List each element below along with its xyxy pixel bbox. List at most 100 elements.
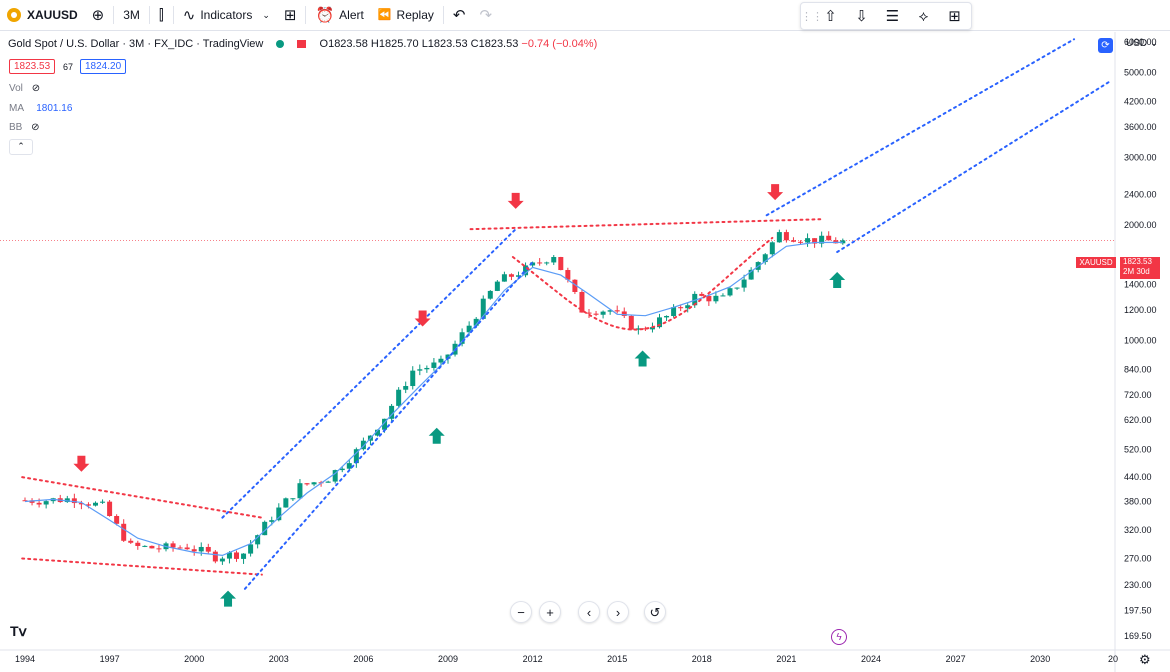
candle-body [783,232,789,241]
volume-indicator-row[interactable]: Vol ⊘ [9,83,40,94]
redo-button[interactable]: ↷ [472,0,499,31]
price-tick-label: 1400.00 [1124,279,1157,289]
alert-button[interactable]: ⏰ Alert [308,0,370,31]
candle-body [480,298,486,319]
projected-channel-lower-line [836,79,1112,254]
candle-body [297,483,303,499]
projected-channel-upper-line [765,38,1076,217]
candle-body [635,328,641,330]
price-tick-label: 169.50 [1124,631,1152,641]
candle-body [248,544,254,554]
flag-icon[interactable] [297,40,307,49]
buy-price-box[interactable]: 1824.20 [80,59,127,74]
price-tick-label: 2400.00 [1124,190,1157,200]
candle-body [671,307,677,316]
divider [442,6,444,24]
candle-body [128,540,134,543]
auto-scale-icon[interactable]: ⟳ [1098,38,1113,53]
candle-body [734,287,740,289]
sell-arrow-icon [414,310,431,327]
buy-arrow-icon [634,350,651,367]
interval-button[interactable]: 3M [116,0,147,31]
candle-body [85,504,91,506]
ma-value: 1801.16 [36,103,73,114]
indicators-label: Indicators [200,8,253,22]
sell-arrow-icon [767,184,784,201]
candle-body [649,327,655,330]
time-tick-label: 2003 [269,654,289,664]
candle-body [664,315,670,318]
ma-label: MA [9,103,24,114]
candle-body [565,270,571,280]
eye-off-icon[interactable]: ⊘ [31,83,41,94]
scroll-right-button[interactable]: › [607,601,629,623]
candle-body [403,386,409,390]
grid-icon: ⊞ [283,6,297,24]
eye-off-icon[interactable]: ⊘ [31,122,40,133]
undo-button[interactable]: ↶ [446,0,473,31]
rounded-bottom-curve [511,236,774,331]
price-tick-label: 3000.00 [1124,152,1157,162]
candle-body [156,548,162,550]
candle-body [614,310,620,312]
candle-body [346,463,352,469]
candle-body [812,238,818,244]
candle-body [551,257,557,263]
candle-body [473,318,479,326]
candle-body [241,553,247,559]
horizontal-resistance-line [469,218,822,231]
chart-type-button[interactable]: ⫿ [152,0,171,31]
last-price: 1823.53 [1123,257,1152,266]
market-status-icon [276,40,285,49]
candle-body [149,545,155,549]
buy-arrow-icon [220,590,237,607]
price-tick-label: 620.00 [1124,415,1152,425]
candle-body [219,558,225,562]
tradingview-logo[interactable]: T𝗏 [10,623,27,639]
candle-body [840,240,846,244]
flash-icon[interactable]: ϟ [831,629,847,645]
indicators-button[interactable]: ∿ Indicators ⌄ [176,0,277,31]
layouts-button[interactable]: ⊞ [277,0,304,31]
candle-body [64,498,70,503]
candle-body [396,389,402,406]
ma-indicator-row[interactable]: MA 1801.16 [9,103,72,114]
scroll-left-button[interactable]: ‹ [578,601,600,623]
indicators-icon: ∿ [182,6,196,24]
candle-body [205,546,211,552]
candle-body [798,241,803,243]
price-tick-label: 6000.00 [1124,37,1157,47]
time-tick-label: 2015 [607,654,627,664]
position-icon[interactable]: ⊞ [948,8,961,25]
reset-chart-button[interactable]: ↺ [644,601,666,623]
undo-icon: ↶ [452,6,466,24]
bb-label: BB [9,122,23,133]
arrow-up-icon[interactable]: ⇧ [824,8,837,25]
lines-icon[interactable]: ☰ [885,8,900,25]
candle-body [501,274,507,282]
currency-selector[interactable]: USD ⌄ [1126,38,1159,49]
sell-price-box[interactable]: 1823.53 [9,59,56,74]
candle-body [332,470,338,482]
collapse-legend-button[interactable]: ⌃ [9,139,33,155]
bb-indicator-row[interactable]: BB ⊘ [9,122,40,133]
candle-body [621,311,627,316]
sell-arrow-icon [73,455,90,472]
candle-body [466,325,472,333]
replay-button[interactable]: ⏪ Replay [371,0,441,31]
price-tick-label: 197.50 [1124,606,1152,616]
zoom-in-button[interactable]: + [539,601,561,623]
buy-arrow-icon [428,427,445,444]
symbol-search[interactable]: XAUUSD [0,0,85,31]
compare-button[interactable]: ⊕ [85,0,112,31]
zoom-out-button[interactable]: − [510,601,532,623]
price-tick-label: 230.00 [1124,580,1152,590]
close-value: C1823.53 [470,38,519,50]
candle-body [459,332,465,344]
gear-icon[interactable]: ⚙ [1139,652,1151,667]
candle-body [678,307,684,309]
arrow-down-icon[interactable]: ⇩ [855,8,868,25]
pattern-icon[interactable]: ⟡ [918,7,929,25]
time-tick-label: 20 [1108,654,1118,664]
